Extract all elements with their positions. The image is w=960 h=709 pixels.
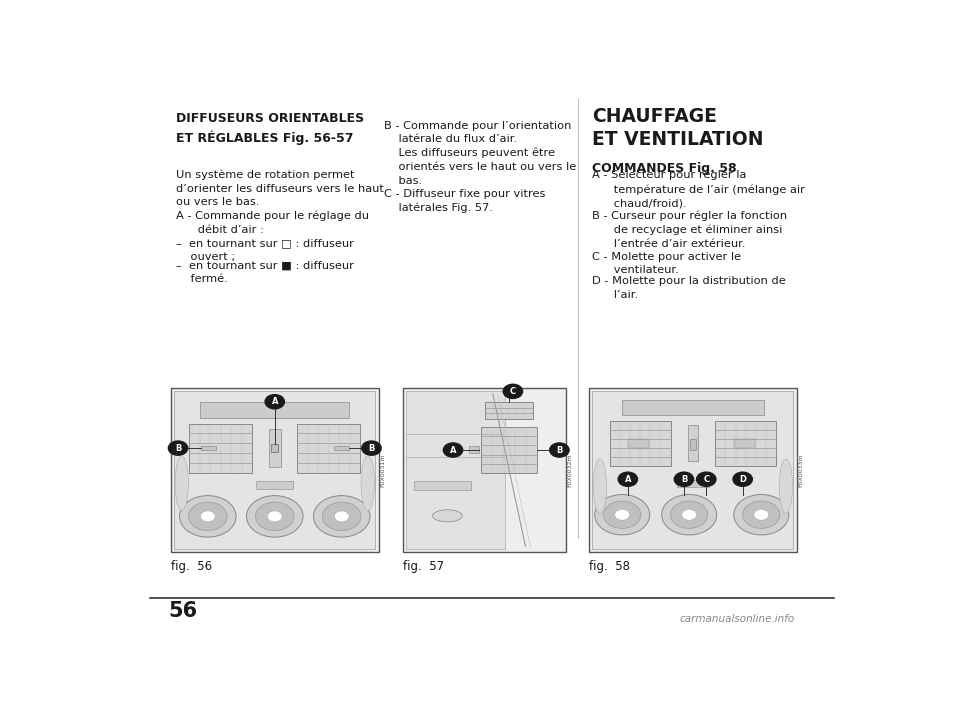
Text: B - Curseur pour régler la fonction
      de recyclage et éliminer ainsi
      l: B - Curseur pour régler la fonction de r… [592, 211, 787, 249]
Bar [469, 446, 479, 453]
Circle shape [743, 501, 780, 528]
Circle shape [323, 502, 361, 530]
Circle shape [614, 509, 630, 520]
Circle shape [503, 384, 522, 398]
Circle shape [674, 472, 694, 486]
Circle shape [697, 472, 716, 486]
Text: A - Sélecteur pour régler la
      température de l’air (mélange air
      chaud: A - Sélecteur pour régler la température… [592, 169, 805, 208]
Circle shape [661, 495, 717, 535]
Bar [334, 446, 348, 450]
Bar [677, 480, 709, 487]
Text: D: D [739, 475, 746, 484]
Text: B - Commande pour l’orientation
    latérale du flux d’air.
    Les diffuseurs p: B - Commande pour l’orientation latérale… [384, 121, 576, 186]
Text: Un système de rotation permet
d’orienter les diffuseurs vers le haut
ou vers le : Un système de rotation permet d’orienter… [176, 169, 384, 208]
Circle shape [188, 502, 228, 530]
Text: A: A [625, 475, 631, 484]
Text: B: B [175, 444, 181, 452]
Circle shape [265, 395, 284, 409]
Circle shape [444, 443, 463, 457]
Text: –  en tournant sur □ : diffuseur
    ouvert ;: – en tournant sur □ : diffuseur ouvert ; [176, 238, 353, 262]
Circle shape [180, 496, 236, 537]
Ellipse shape [593, 459, 607, 513]
Bar [690, 439, 696, 450]
Circle shape [267, 511, 282, 522]
Text: CHAUFFAGE
ET VENTILATION: CHAUFFAGE ET VENTILATION [592, 107, 764, 150]
Bar [592, 391, 793, 549]
Text: C: C [704, 475, 709, 484]
Text: B: B [556, 445, 563, 454]
Text: A - Commande pour le réglage du
      débit d’air :: A - Commande pour le réglage du débit d’… [176, 211, 369, 235]
Circle shape [314, 496, 370, 537]
Bar [622, 400, 763, 415]
Text: D - Molette pour la distribution de
      l’air.: D - Molette pour la distribution de l’ai… [592, 277, 786, 300]
Text: F0X0032m: F0X0032m [567, 453, 572, 487]
Text: –  en tournant sur ■ : diffuseur
    fermé.: – en tournant sur ■ : diffuseur fermé. [176, 261, 353, 284]
Text: B: B [681, 475, 687, 484]
Bar [733, 439, 755, 447]
Bar [485, 402, 534, 418]
Bar [628, 439, 649, 447]
Text: fig.  56: fig. 56 [171, 560, 212, 573]
Text: F0X0031m: F0X0031m [380, 453, 385, 486]
Circle shape [594, 495, 650, 535]
Bar [406, 391, 505, 549]
Circle shape [362, 441, 381, 455]
Ellipse shape [361, 456, 374, 510]
Text: C: C [510, 387, 516, 396]
Text: A: A [272, 397, 278, 406]
Bar [715, 421, 777, 466]
Circle shape [201, 511, 215, 522]
Bar [189, 423, 252, 473]
Bar [403, 388, 566, 552]
Text: COMMANDES Fig. 58: COMMANDES Fig. 58 [592, 162, 737, 174]
Bar [481, 427, 537, 473]
Circle shape [682, 509, 697, 520]
Bar [256, 481, 294, 489]
Text: carmanualsonline.info: carmanualsonline.info [680, 615, 795, 625]
Circle shape [334, 511, 349, 522]
Bar [687, 425, 698, 462]
Text: C - Molette pour activer le
      ventilateur.: C - Molette pour activer le ventilateur. [592, 252, 741, 275]
Circle shape [255, 502, 294, 530]
Text: B: B [369, 444, 374, 452]
Text: DIFFUSEURS ORIENTABLES
ET RÉGLABLES Fig. 56-57: DIFFUSEURS ORIENTABLES ET RÉGLABLES Fig.… [176, 113, 364, 145]
Bar [201, 446, 216, 450]
Bar [271, 444, 278, 452]
Text: 56: 56 [168, 601, 198, 621]
Bar [610, 421, 670, 466]
Ellipse shape [432, 510, 463, 522]
Ellipse shape [175, 456, 188, 510]
Ellipse shape [780, 459, 793, 513]
Bar [414, 481, 471, 490]
Circle shape [754, 509, 769, 520]
Bar [171, 388, 379, 552]
Circle shape [733, 495, 789, 535]
Bar [269, 429, 280, 467]
Text: F0X0033m: F0X0033m [799, 453, 804, 487]
Circle shape [733, 472, 753, 486]
Text: fig.  58: fig. 58 [588, 560, 630, 573]
Text: A: A [450, 445, 456, 454]
Circle shape [550, 443, 569, 457]
Circle shape [247, 496, 303, 537]
Circle shape [604, 501, 641, 528]
Text: C - Diffuseur fixe pour vitres
    latérales Fig. 57.: C - Diffuseur fixe pour vitres latérales… [384, 189, 545, 213]
Bar [588, 388, 797, 552]
Bar [297, 423, 360, 473]
Text: fig.  57: fig. 57 [403, 560, 444, 573]
Bar [175, 391, 375, 549]
Circle shape [168, 441, 188, 455]
Bar [201, 402, 349, 418]
Circle shape [670, 501, 708, 528]
Circle shape [618, 472, 637, 486]
